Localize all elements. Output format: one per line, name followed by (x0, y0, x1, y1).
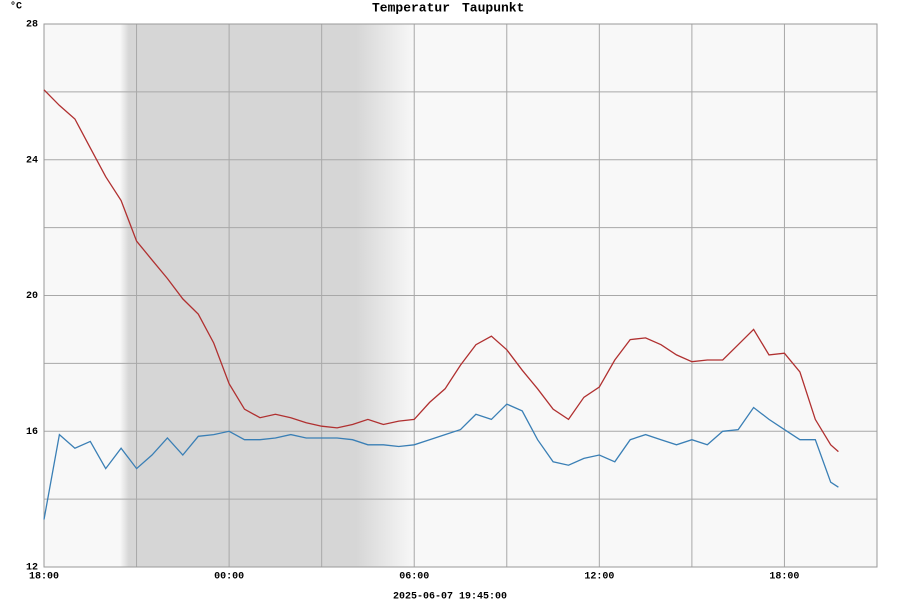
y-tick-label: 24 (26, 155, 38, 166)
y-tick-label: 20 (26, 291, 38, 302)
y-tick-label: 12 (26, 563, 38, 574)
plot-border (43, 23, 878, 568)
series-line (43, 89, 839, 453)
legend-entry: Taupunkt (462, 0, 524, 15)
x-tick-label: 06:00 (399, 572, 429, 583)
y-tick-label: 28 (26, 20, 38, 31)
y-axis-label: °C (10, 1, 22, 13)
legend-entry: Temperatur (372, 0, 450, 15)
series-line (43, 403, 839, 520)
y-tick-label: 16 (26, 427, 38, 438)
x-axis-label: 2025-06-07 19:45:00 (393, 592, 507, 600)
x-tick-label: 00:00 (214, 572, 244, 583)
x-tick-label: 18:00 (769, 572, 799, 583)
x-tick-label: 12:00 (584, 572, 614, 583)
x-tick-label: 18:00 (29, 572, 59, 583)
